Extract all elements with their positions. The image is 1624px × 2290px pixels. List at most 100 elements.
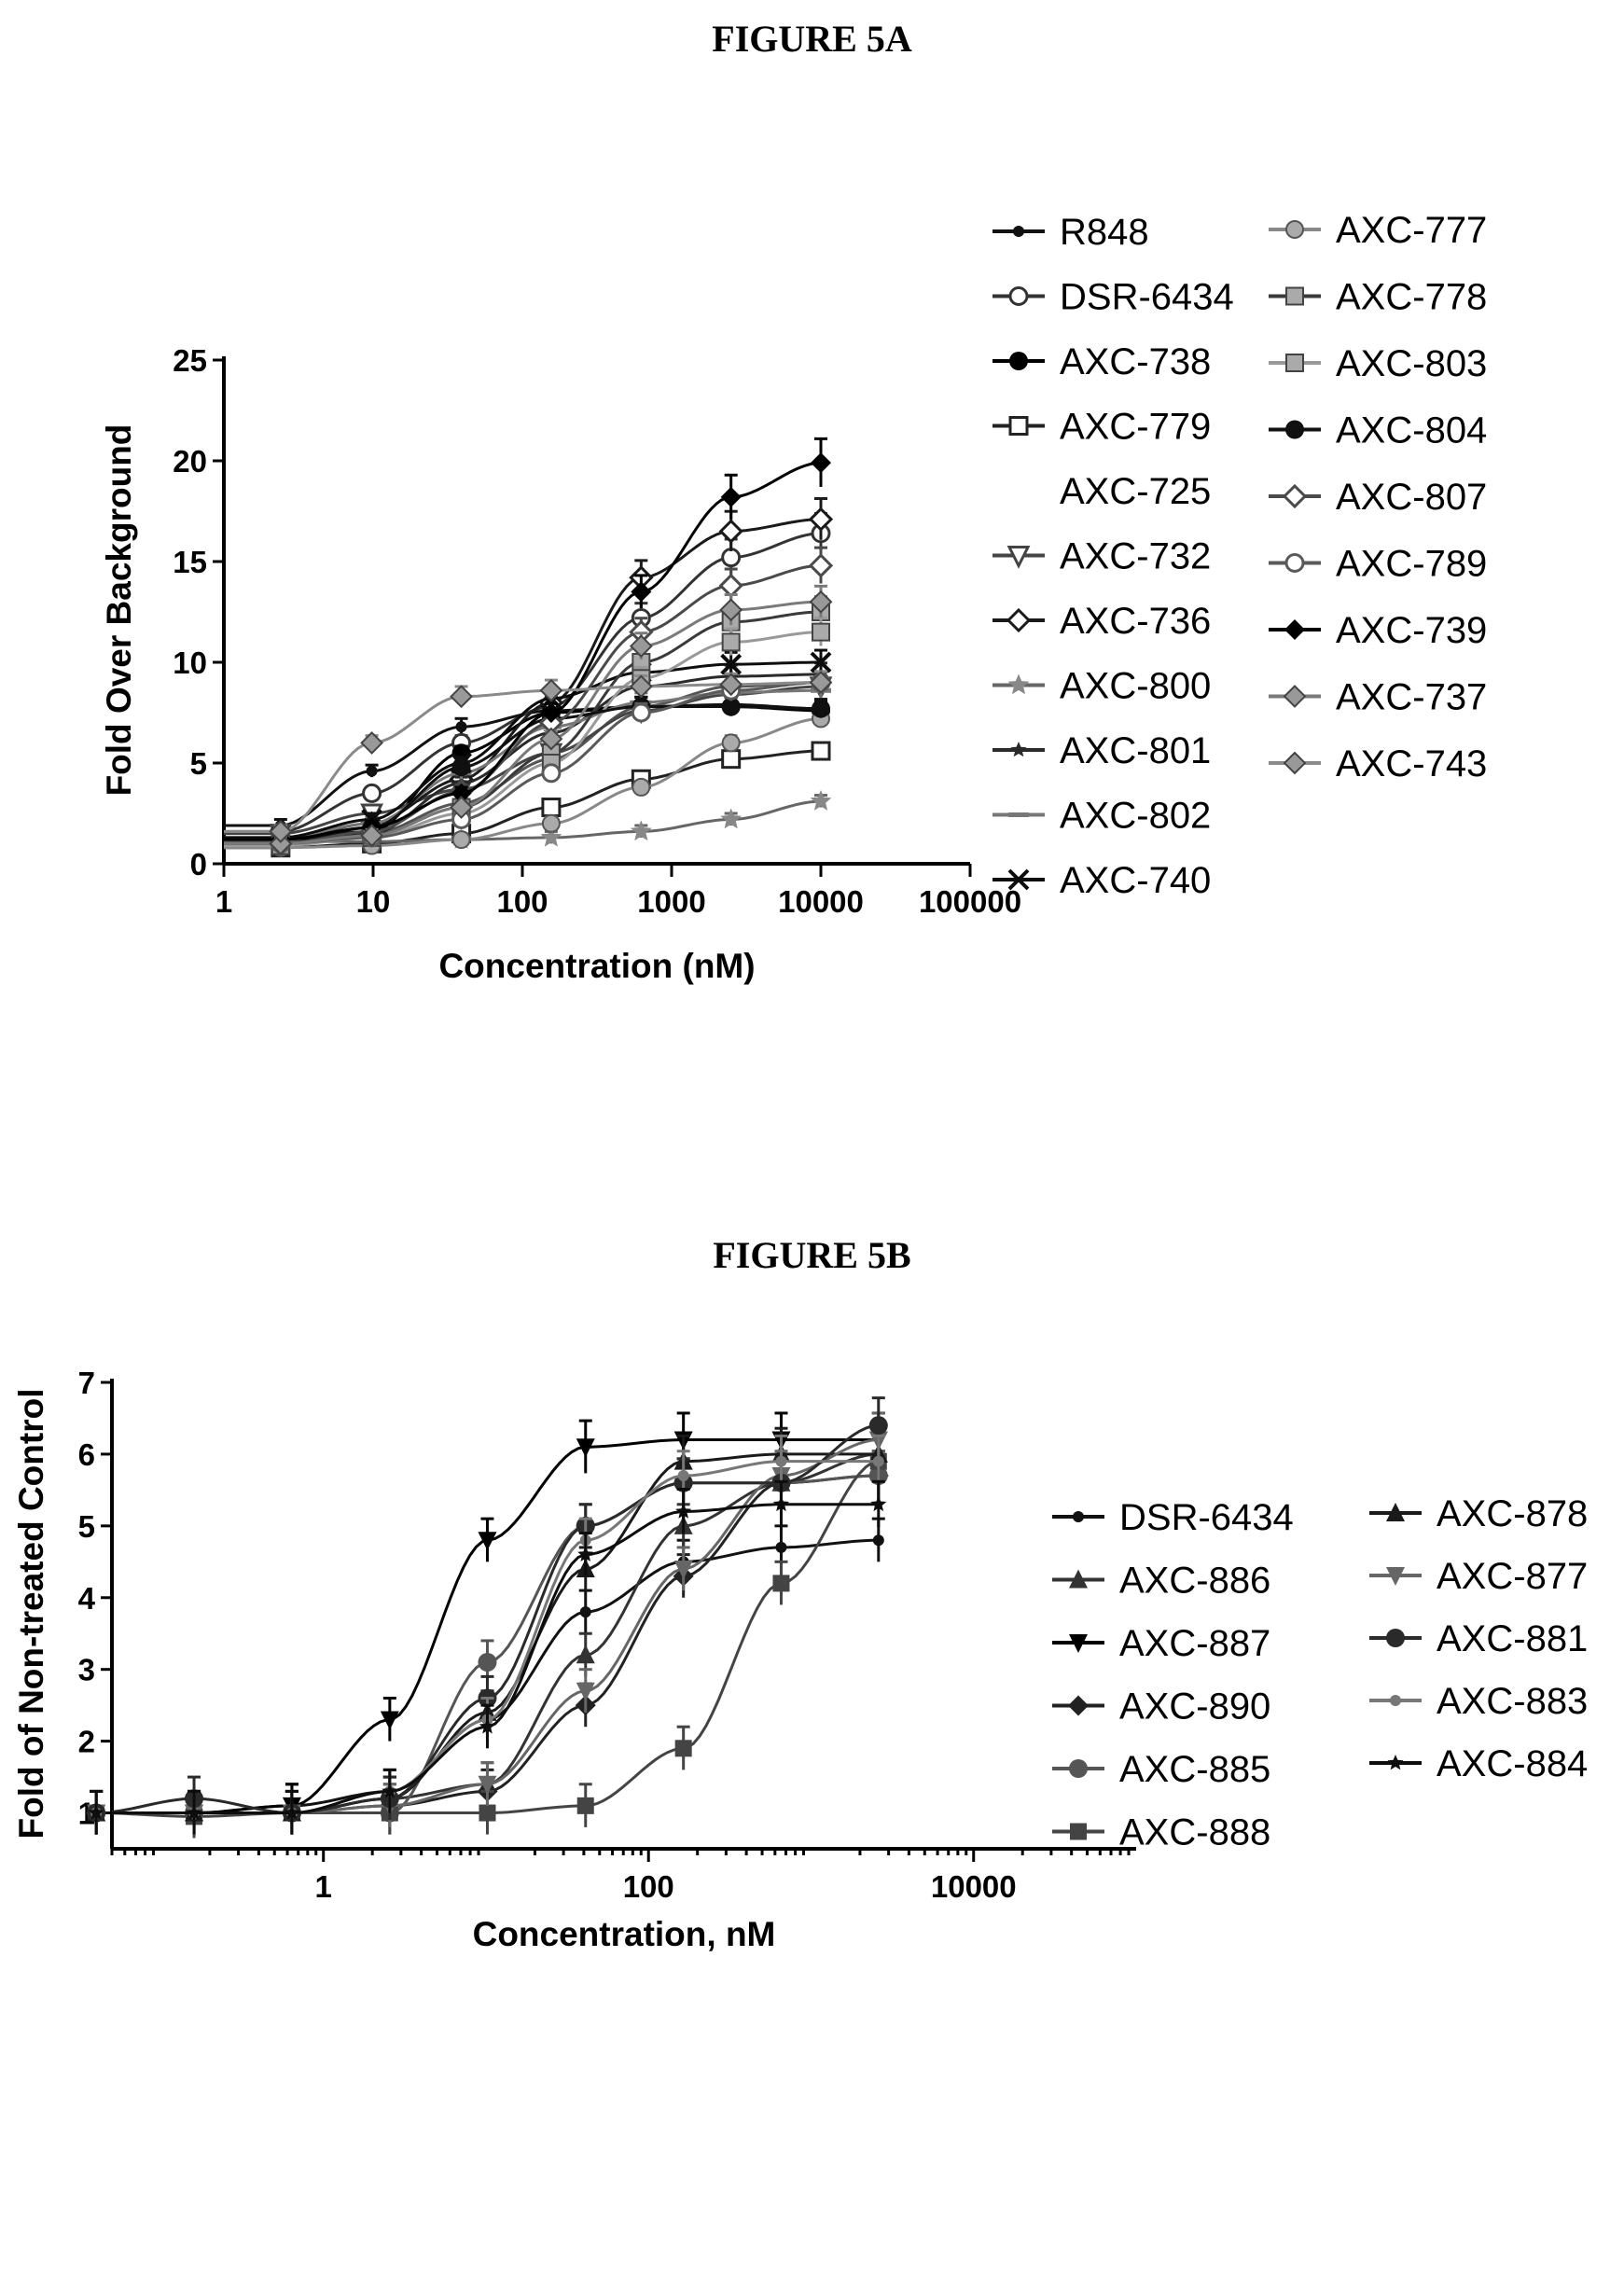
- legend-marker: [1386, 1503, 1405, 1521]
- data-point-axc-739: [720, 486, 742, 507]
- data-point-axc-777: [632, 777, 651, 797]
- legend-label: AXC-802: [1060, 796, 1211, 837]
- data-point-axc-807: [808, 553, 834, 578]
- data-point-axc-779: [541, 798, 562, 818]
- data-point-axc-740-stroke-b: [720, 653, 743, 675]
- data-point-axc-884: [186, 1804, 202, 1820]
- legend-label: AXC-883: [1437, 1681, 1588, 1722]
- legend-label: AXC-877: [1437, 1556, 1588, 1597]
- legend-marker: [1283, 685, 1307, 708]
- data-point-dsr-6434: [721, 548, 742, 568]
- data-point-axc-743: [629, 674, 653, 699]
- series-curve-axc-888: [111, 1460, 880, 1818]
- data-point-axc-877: [478, 1775, 497, 1795]
- data-point-dsr-6434: [872, 1534, 884, 1547]
- legend-marker-stroke-b: [1007, 868, 1030, 891]
- legend-item-axc-779: AXC-779: [992, 407, 1211, 448]
- data-point-dsr-6434: [579, 1606, 591, 1618]
- data-point-axc-877: [576, 1682, 595, 1701]
- y-axis-title: Fold of Non-treated Control: [12, 1389, 50, 1839]
- data-point-axc-888: [576, 1797, 594, 1814]
- data-point-axc-887: [478, 1532, 497, 1551]
- legend-item-axc-887: AXC-887: [1052, 1623, 1270, 1664]
- legend-label: AXC-740: [1060, 860, 1211, 901]
- legend-label: AXC-736: [1060, 601, 1211, 642]
- data-point-axc-884: [772, 1495, 789, 1512]
- legend-item-axc-739: AXC-739: [1269, 610, 1487, 651]
- series-curve-axc-732: [224, 685, 822, 836]
- legend-item-axc-738: AXC-738: [992, 341, 1211, 382]
- legend-marker: [1007, 673, 1030, 695]
- y-tick-label: 10: [173, 645, 207, 680]
- legend-label: AXC-738: [1060, 341, 1211, 382]
- series-curve-axc-886: [112, 1452, 879, 1814]
- series-curve-axc-739: [224, 461, 822, 841]
- legend-item-axc-778: AXC-778: [1269, 277, 1487, 318]
- legend-marker: [1068, 1695, 1089, 1716]
- legend-marker: [1007, 868, 1030, 891]
- legend-item-axc-881: AXC-881: [1369, 1618, 1588, 1659]
- legend-item-axc-737: AXC-737: [1269, 677, 1487, 718]
- y-tick-label: 20: [173, 444, 207, 479]
- legend-item-axc-877: AXC-877: [1369, 1556, 1588, 1597]
- data-point-axc-884: [284, 1804, 300, 1820]
- legend-label: AXC-732: [1060, 536, 1211, 577]
- data-point-axc-743: [360, 730, 384, 755]
- data-point-axc-803: [721, 632, 741, 652]
- legend-label: DSR-6434: [1060, 277, 1234, 318]
- y-tick-label: 5: [190, 746, 207, 781]
- y-tick-label: 25: [173, 343, 207, 378]
- data-point-axc-888: [772, 1575, 790, 1592]
- legend-item-axc-890: AXC-890: [1052, 1686, 1270, 1728]
- data-point-axc-777: [451, 830, 471, 850]
- data-point-axc-807: [718, 573, 743, 599]
- data-point-axc-743: [450, 685, 473, 709]
- legend-label: AXC-737: [1336, 677, 1487, 718]
- data-point-axc-777: [541, 813, 561, 833]
- legend-item-dsr-6434: DSR-6434: [992, 277, 1234, 318]
- series-curve-axc-878: [112, 1452, 879, 1814]
- legend-label: R848: [1060, 212, 1149, 253]
- data-point-r848: [366, 765, 378, 777]
- legend-marker: [1069, 1569, 1088, 1589]
- data-point-axc-884: [675, 1503, 692, 1519]
- data-point-axc-743: [269, 820, 293, 843]
- series-curve-axc-884: [112, 1503, 879, 1814]
- legend-item-axc-888: AXC-888: [1052, 1812, 1270, 1853]
- legend-item-axc-740: AXC-740: [992, 860, 1211, 901]
- legend-item-axc-807: AXC-807: [1269, 477, 1487, 518]
- figure-5b-title: FIGURE 5B: [713, 1234, 911, 1276]
- series-curve-axc-887: [112, 1438, 879, 1814]
- legend-marker: [1285, 420, 1304, 439]
- data-point-axc-737: [719, 598, 743, 622]
- data-point-dsr-6434: [775, 1541, 787, 1553]
- y-tick-label: 2: [78, 1725, 95, 1759]
- data-point-axc-739: [540, 702, 562, 723]
- series-curve-axc-890: [112, 1474, 879, 1814]
- y-tick-label: 5: [78, 1509, 95, 1544]
- y-tick-label: 15: [173, 545, 207, 579]
- figure-5a-title: FIGURE 5A: [712, 18, 912, 60]
- x-tick-label: 1: [215, 884, 232, 919]
- x-axis-title: Concentration, nM: [473, 1915, 776, 1953]
- y-tick-label: 6: [78, 1437, 95, 1472]
- legend-marker: [1009, 352, 1028, 370]
- data-point-axc-884: [870, 1495, 887, 1512]
- series-curve-axc-777: [224, 717, 822, 850]
- y-tick-label: 3: [78, 1653, 95, 1687]
- legend-label: AXC-725: [1060, 471, 1211, 512]
- legend-item-axc-725: AXC-725: [1060, 471, 1211, 512]
- x-tick-label: 1000: [637, 884, 705, 919]
- x-tick-label: 10000: [778, 884, 864, 919]
- legend-marker: [1073, 1511, 1084, 1522]
- legend-item-axc-803: AXC-803: [1269, 343, 1487, 384]
- legend-item-axc-800: AXC-800: [992, 666, 1211, 707]
- legend-marker: [1285, 354, 1304, 372]
- legend-marker: [1387, 1755, 1404, 1770]
- series-curve-axc-881: [111, 1423, 879, 1815]
- data-point-axc-888: [479, 1804, 496, 1822]
- data-point-axc-740-stroke-b: [810, 651, 832, 673]
- legend-label: AXC-888: [1119, 1812, 1270, 1853]
- legend-marker: [1069, 1759, 1088, 1778]
